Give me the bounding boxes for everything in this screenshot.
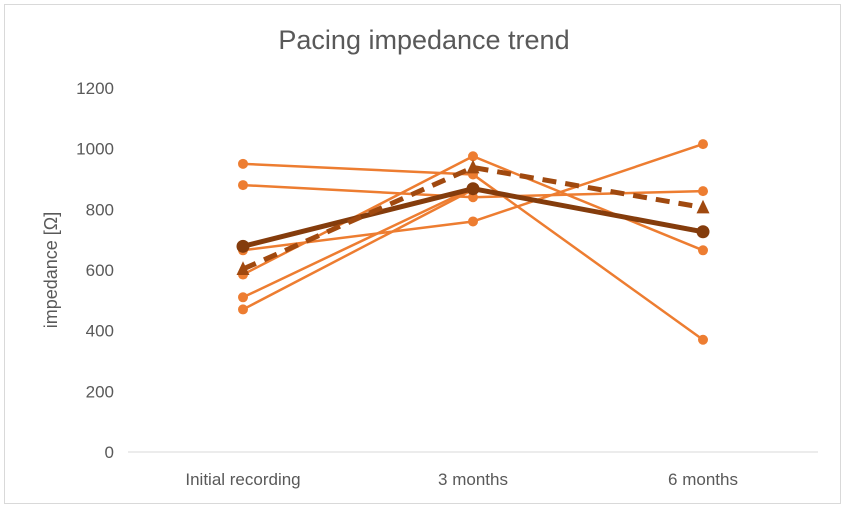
data-point-marker [698,245,708,256]
chart-title: Pacing impedance trend [278,25,569,55]
y-tick-label: 1200 [76,79,114,98]
data-point-marker [466,182,480,196]
y-axis-ticks: 0 200 400 600 800 1000 1200 [76,79,114,462]
data-point-marker [696,199,710,214]
x-axis-ticks: Initial recording 3 months 6 months [185,470,738,489]
y-tick-label: 600 [86,261,114,280]
series-median [236,159,710,275]
chart-frame [4,4,841,504]
x-tick-label: 3 months [438,470,508,489]
data-point-marker [468,216,478,227]
y-axis-label: impedance [Ω] [41,212,61,329]
series-group [236,139,710,345]
data-point-marker [238,158,248,169]
data-point-marker [238,304,248,315]
data-point-marker [696,225,710,239]
y-tick-label: 200 [86,382,114,401]
data-point-marker [698,139,708,150]
data-point-marker [698,334,708,345]
series-patient-6 [238,184,708,315]
data-point-marker [236,239,250,253]
data-point-marker [236,261,250,275]
data-point-marker [468,151,478,162]
y-tick-label: 1000 [76,140,114,159]
x-tick-label: 6 months [668,470,738,489]
x-tick-label: Initial recording [185,470,300,489]
series-mean [236,182,710,253]
data-point-marker [698,186,708,197]
data-point-marker [238,180,248,191]
y-tick-label: 0 [105,443,114,462]
y-tick-label: 800 [86,200,114,219]
y-tick-label: 400 [86,322,114,341]
data-point-marker [238,292,248,303]
data-point-marker [466,159,480,174]
series-patient-2 [238,180,708,203]
